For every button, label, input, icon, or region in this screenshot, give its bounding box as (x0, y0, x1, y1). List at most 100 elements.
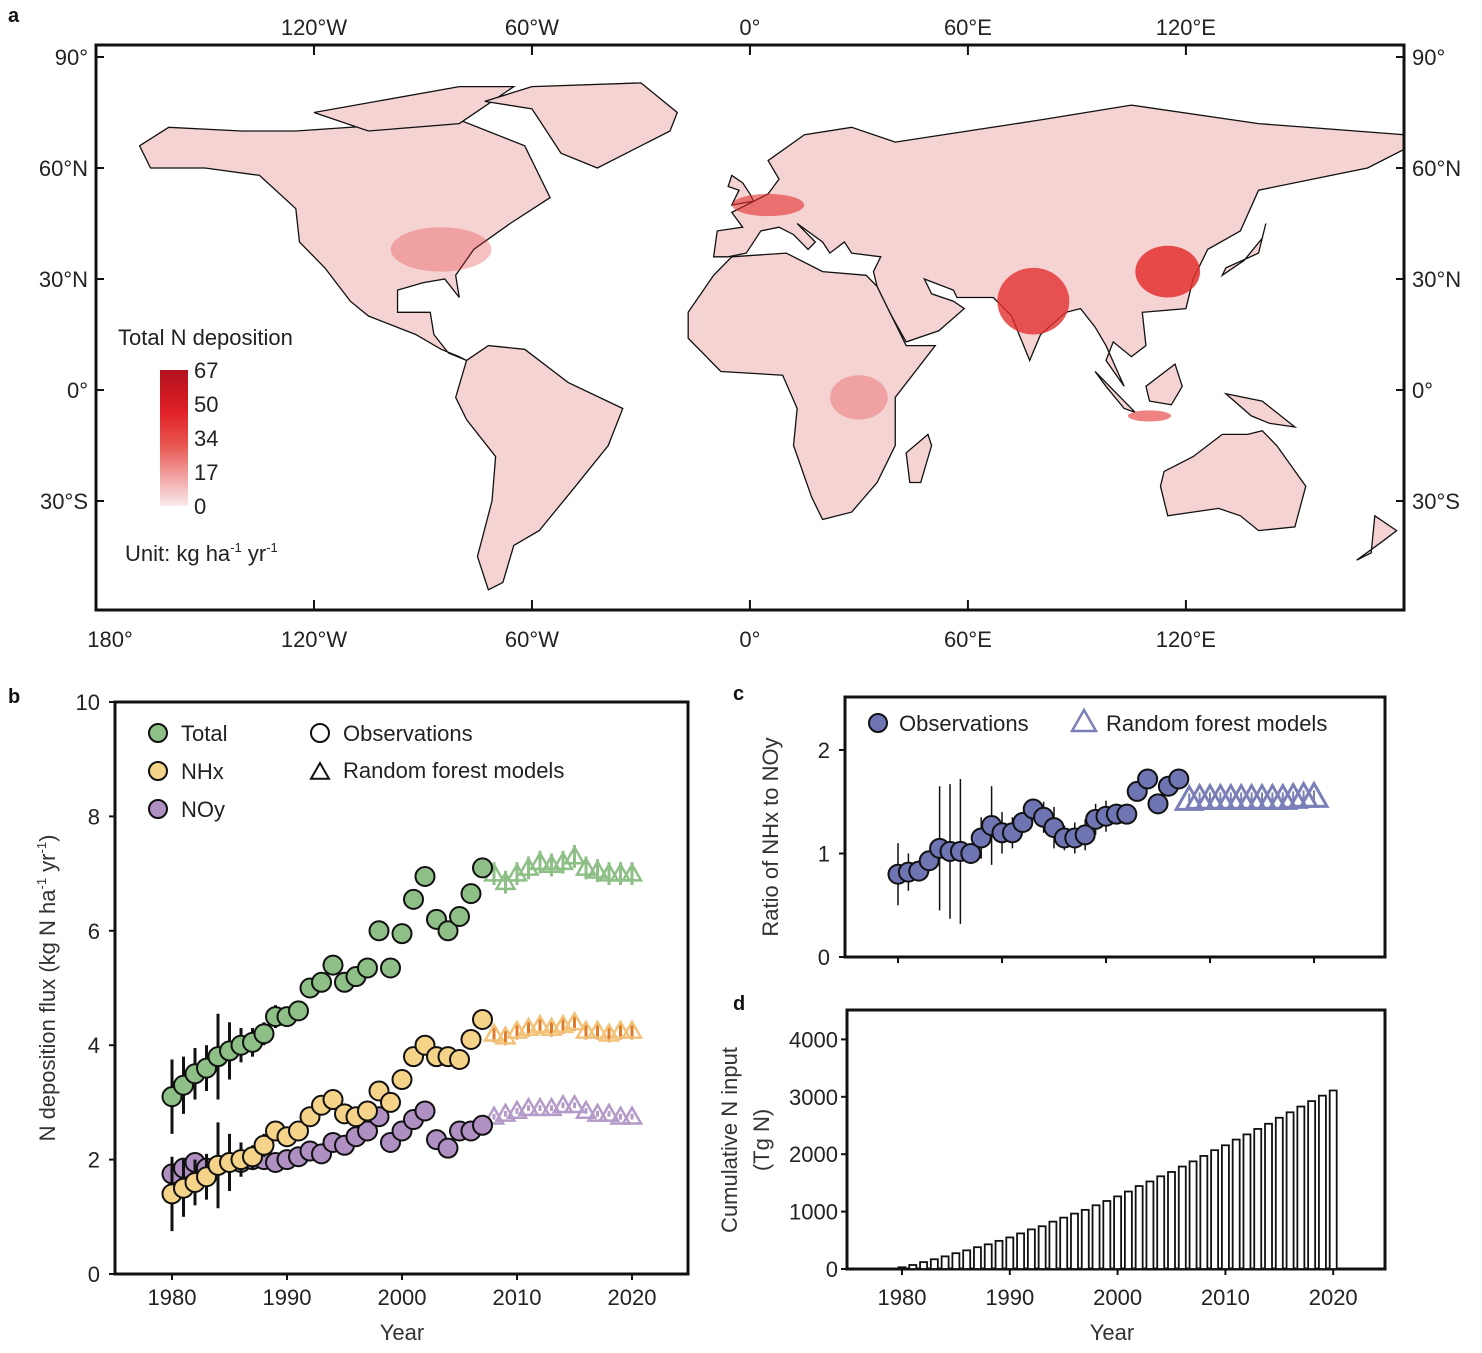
d-bar (973, 1246, 982, 1270)
b-model-point-total (586, 859, 609, 879)
d-bar (951, 1252, 961, 1270)
b-model-point-noy (551, 1093, 575, 1114)
d-ylabel-line2: (Tg N) (749, 1109, 774, 1171)
b-model-point-noy (609, 1105, 632, 1125)
b-obs-point-total (357, 957, 378, 979)
d-bar (1080, 1208, 1090, 1270)
d-bar (1048, 1220, 1058, 1270)
c-ytick-label: 0 (818, 945, 830, 970)
b-legend-observations-marker (310, 723, 330, 743)
d-bar (1059, 1216, 1069, 1270)
landmass-eurasia (712, 104, 1405, 387)
d-bar (1026, 1228, 1036, 1270)
d-bar (1167, 1171, 1176, 1270)
panel-label-d: d (733, 993, 745, 1015)
b-obs-point-total (414, 865, 436, 887)
map-left-lat-label: 60°N (39, 156, 88, 181)
b-ytick-label: 10 (76, 690, 100, 715)
b-obs-point-noy (472, 1114, 493, 1136)
d-bar (1016, 1232, 1025, 1270)
chart-b: 0 2 4 6 8 10 1980 1990 2000 2010 2020 Total NHx NOy Ob… (76, 690, 690, 1310)
hotspot (830, 375, 888, 420)
b-xtick-label: 2000 (378, 1285, 427, 1310)
b-obs-point-total (288, 1000, 309, 1022)
c-ylabel: Ratio of NHx to NOy (758, 737, 783, 936)
b-obs-point-total (253, 1023, 275, 1045)
map-top-lon-label: 0° (739, 15, 760, 40)
b-xlabel: Year (380, 1320, 424, 1345)
map-top-lon-label: 120°E (1156, 15, 1216, 40)
b-obs-point-total (391, 923, 413, 945)
d-bar (1199, 1155, 1209, 1270)
d-xtick-label: 2000 (1093, 1285, 1142, 1310)
b-legend-label: Total (181, 721, 227, 746)
b-obs-point-noy (357, 1120, 378, 1142)
b-model-point-total (563, 844, 586, 865)
b-model-point-nhx (482, 1022, 506, 1042)
d-bar (1210, 1149, 1220, 1270)
panel-label-a: a (8, 5, 20, 27)
map-bottom-lon-label: 180° (87, 627, 133, 652)
c-legend-label: Random forest models (1106, 711, 1327, 736)
landmass-south-america (454, 344, 624, 591)
b-xtick-label: 2020 (608, 1285, 657, 1310)
b-ytick-label: 4 (88, 1033, 100, 1058)
d-bar (1307, 1100, 1317, 1270)
c-obs-point (1168, 768, 1190, 790)
colorbar-tick-label: 67 (194, 358, 218, 383)
b-obs-point-nhx (253, 1134, 275, 1156)
d-bar (994, 1239, 1004, 1270)
d-bar (1221, 1144, 1230, 1270)
b-obs-point-total (322, 954, 344, 976)
landmass-japan (1220, 223, 1267, 278)
unit-label: Unit: kg ha-1 yr-1 (125, 540, 278, 566)
map-right-lat-label: 90° (1412, 45, 1445, 70)
d-xlabel: Year (1090, 1320, 1134, 1345)
d-bar (1318, 1094, 1327, 1270)
b-model-point-nhx (620, 1019, 644, 1039)
b-legend-marker-nhx (148, 761, 168, 781)
b-legend-label: NHx (181, 759, 224, 784)
b-legend-models-marker (309, 760, 331, 780)
hotspot (1127, 410, 1172, 422)
map-left-lat-label: 30°S (40, 489, 88, 514)
d-bar (1177, 1165, 1187, 1270)
hotspot (1135, 245, 1201, 298)
map-bottom-lon-label: 120°E (1156, 627, 1216, 652)
b-model-point-total (574, 856, 598, 876)
c-obs-point (1116, 803, 1138, 825)
chart-c: 0 1 2 Observations Random forest models (818, 695, 1387, 970)
map-right-lat-label: 0° (1412, 378, 1433, 403)
c-legend-observations-marker (868, 713, 888, 733)
b-ylabel: N deposition flux (kg N ha-1 yr-1) (34, 835, 60, 1142)
b-ytick-label: 6 (88, 919, 100, 944)
landmass-africa (687, 252, 937, 521)
d-bar (919, 1261, 928, 1270)
d-xtick-label: 1980 (878, 1285, 927, 1310)
b-legend-label: Observations (343, 721, 473, 746)
c-legend-label: Observations (899, 711, 1029, 736)
d-ylabel-line1: Cumulative N input (717, 1047, 742, 1233)
b-ytick-label: 8 (88, 804, 100, 829)
colorbar-tick-label: 34 (194, 426, 218, 451)
d-xtick-label: 2020 (1309, 1285, 1358, 1310)
c-ytick-label: 2 (818, 738, 830, 763)
chart-d: 0 1000 2000 3000 4000 1980 1990 2000 2010 2020 (789, 1008, 1387, 1310)
map-left-lat-label: 30°N (39, 267, 88, 292)
b-obs-point-nhx (288, 1120, 309, 1142)
c-obs-point (1137, 768, 1159, 790)
d-bar (983, 1243, 993, 1270)
b-obs-point-nhx (391, 1069, 413, 1091)
b-obs-point-noy (437, 1137, 459, 1159)
b-model-point-total (597, 862, 621, 882)
b-model-point-total (528, 850, 552, 871)
landmass-madagascar (905, 433, 933, 484)
d-bar (1037, 1225, 1047, 1270)
b-obs-point-total (403, 888, 424, 910)
b-obs-point-total (460, 883, 482, 905)
colorbar (160, 370, 188, 506)
d-bar (897, 1266, 907, 1270)
b-legend-marker-noy (148, 799, 168, 819)
map-bottom-lon-label: 0° (739, 627, 760, 652)
